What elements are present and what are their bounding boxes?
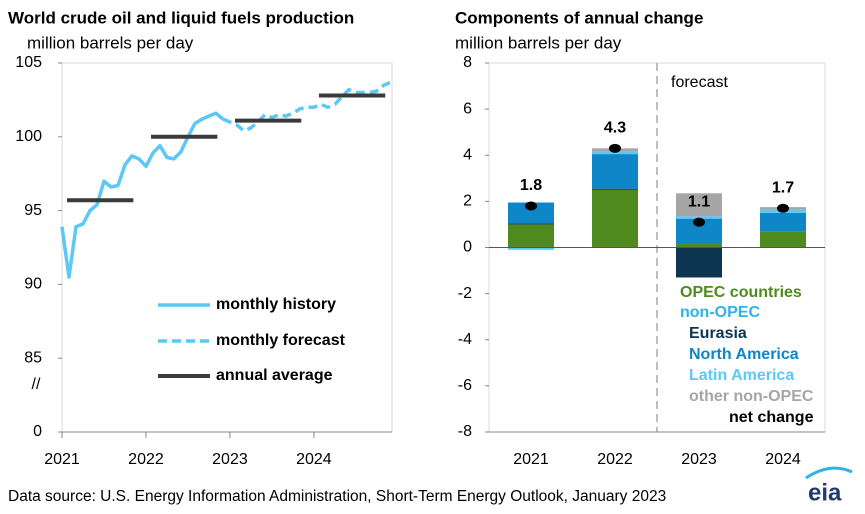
forecast-label: forecast	[671, 74, 728, 91]
legend-label: North America	[689, 346, 799, 363]
y-tick-label: 95	[24, 202, 42, 219]
x-tick-label: 2024	[765, 451, 801, 468]
data-label: 1.8	[520, 177, 542, 194]
line-series	[222, 80, 392, 133]
y-tick-label: 4	[463, 146, 472, 163]
logo: eia	[808, 479, 842, 506]
legend-label: net change	[729, 409, 814, 426]
y-tick-label: 6	[463, 100, 472, 117]
y-tick-label: 100	[15, 128, 42, 145]
y-tick-label: 105	[15, 54, 42, 71]
chart-subtitle: million barrels per day	[455, 33, 622, 52]
y-tick-label: -4	[458, 331, 472, 348]
x-tick-label: 2024	[296, 451, 332, 468]
axis-break: //	[32, 376, 41, 393]
y-tick-label: 0	[33, 423, 42, 440]
legend-label: OPEC countries	[680, 284, 802, 301]
y-tick-label: 8	[463, 54, 472, 71]
y-tick-label: -6	[458, 377, 472, 394]
x-tick-label: 2021	[44, 451, 80, 468]
x-tick-label: 2023	[212, 451, 248, 468]
bar-segment	[592, 189, 638, 248]
legend-label: monthly history	[216, 296, 336, 313]
legend-label: Eurasia	[689, 325, 747, 342]
data-label: 1.1	[688, 193, 710, 210]
y-tick-label: 90	[24, 276, 42, 293]
x-tick-label: 2021	[513, 451, 549, 468]
line-series	[60, 111, 225, 279]
x-tick-label: 2023	[681, 451, 717, 468]
data-label: 4.3	[604, 120, 626, 137]
net-change-dot	[609, 143, 621, 153]
net-change-dot	[777, 203, 789, 213]
source-note: Data source: U.S. Energy Information Adm…	[8, 488, 666, 505]
x-tick-label: 2022	[128, 451, 164, 468]
bar-segment	[760, 212, 806, 232]
bar-segment	[592, 188, 638, 190]
net-change-dot	[525, 201, 537, 211]
y-tick-label: -2	[458, 285, 472, 302]
y-tick-label: 85	[24, 349, 42, 366]
legend-heading: non-OPEC	[680, 304, 760, 321]
net-change-dot	[693, 217, 705, 227]
y-tick-label: -8	[458, 423, 472, 440]
bar-segment	[592, 151, 638, 155]
bar-segment	[760, 231, 806, 248]
chart-title: Components of annual change	[455, 8, 703, 27]
data-label: 1.7	[772, 180, 794, 197]
bar-segment	[676, 244, 722, 248]
legend-label: other non-OPEC	[689, 388, 814, 405]
bar-segment	[508, 224, 554, 248]
bar-segment	[508, 247, 554, 250]
legend-label: monthly forecast	[216, 332, 346, 349]
legend-label: annual average	[216, 367, 333, 384]
chart-subtitle: million barrels per day	[27, 33, 194, 52]
chart-title: World crude oil and liquid fuels product…	[8, 8, 354, 27]
bar-segment	[592, 154, 638, 189]
x-tick-label: 2022	[597, 451, 633, 468]
bar-segment	[508, 202, 554, 224]
bar-segment	[676, 216, 722, 219]
y-tick-label: 2	[463, 193, 472, 210]
bar-segment	[676, 247, 722, 278]
bar-segment	[676, 193, 722, 217]
bar-segment	[508, 223, 554, 225]
legend-label: Latin America	[689, 367, 794, 384]
y-tick-label: 0	[463, 239, 472, 256]
logo-swoosh	[805, 466, 853, 480]
